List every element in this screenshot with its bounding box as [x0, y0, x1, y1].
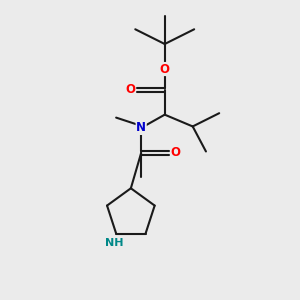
Text: O: O — [171, 146, 181, 159]
Text: NH: NH — [105, 238, 124, 248]
Text: N: N — [136, 122, 146, 134]
Text: O: O — [125, 83, 135, 96]
Text: O: O — [160, 62, 170, 76]
